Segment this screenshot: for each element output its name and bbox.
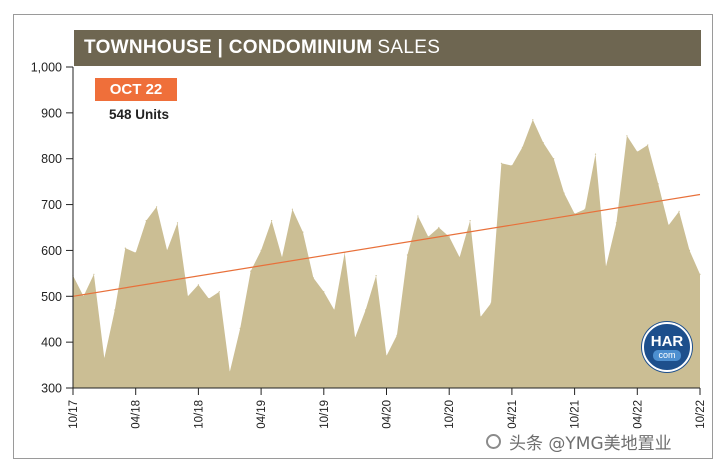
y-tick-label: 500 (41, 290, 62, 304)
y-tick-label: 700 (41, 198, 62, 212)
data-point (574, 213, 576, 215)
data-point (417, 215, 419, 217)
data-point (657, 183, 659, 185)
data-point (427, 236, 429, 238)
data-point (271, 220, 273, 222)
chart-frame (13, 14, 713, 459)
data-point (218, 291, 220, 293)
data-point (176, 222, 179, 224)
data-point (521, 146, 524, 148)
data-point (605, 265, 607, 268)
data-point (668, 224, 670, 226)
data-point (291, 208, 293, 210)
chart-title: TOWNHOUSE | CONDOMINIUM SALES (74, 30, 701, 66)
data-point (678, 210, 680, 212)
data-point (124, 247, 126, 249)
data-point (699, 273, 701, 275)
data-point (197, 284, 199, 286)
x-tick-label: 10/22 (695, 400, 707, 429)
chart-title-bold: TOWNHOUSE | CONDOMINIUM (84, 37, 373, 58)
data-point (480, 316, 482, 318)
data-point (187, 295, 189, 297)
y-tick-label: 800 (41, 152, 62, 166)
sales-area (73, 119, 700, 388)
data-point (166, 249, 168, 251)
data-point (250, 270, 252, 272)
data-point (396, 334, 398, 336)
data-point (469, 220, 471, 222)
watermark-text: 头条 @YMG美地置业 (509, 434, 672, 454)
har-logo: HAR com (642, 322, 692, 372)
har-logo-com: com (653, 349, 681, 361)
x-tick-label: 04/18 (131, 400, 143, 429)
data-point (281, 256, 283, 258)
data-point (563, 192, 565, 194)
x-tick-label: 04/19 (256, 400, 268, 429)
y-tick-label: 1,000 (31, 61, 62, 75)
data-point (542, 142, 544, 144)
data-point (93, 273, 95, 275)
data-point (239, 327, 241, 329)
data-point (365, 309, 367, 311)
data-point (156, 206, 158, 208)
x-tick-label: 10/19 (319, 400, 331, 429)
data-point (584, 208, 586, 210)
data-point (302, 231, 304, 233)
x-tick-label: 10/17 (68, 400, 80, 429)
data-point (229, 371, 231, 373)
data-point (135, 252, 137, 254)
chart-title-light: SALES (377, 37, 441, 58)
data-point (532, 119, 534, 121)
x-tick-label: 10/21 (570, 400, 582, 429)
data-point (375, 275, 377, 277)
data-point (406, 254, 408, 256)
data-point (511, 165, 513, 167)
data-point (688, 249, 691, 251)
data-point (647, 144, 649, 146)
data-point (636, 151, 638, 153)
data-point (448, 236, 450, 238)
data-point (594, 153, 597, 155)
data-point (459, 256, 461, 258)
data-point (615, 222, 618, 224)
data-point (208, 298, 210, 300)
data-point (312, 277, 314, 279)
watermark: 头条 @YMG美地置业 (486, 429, 672, 454)
legend-badge: OCT 22 (95, 78, 177, 101)
trend-line (72, 193, 701, 297)
y-tick-label: 300 (41, 382, 62, 396)
data-point (333, 309, 335, 311)
data-point (626, 135, 628, 137)
data-point (260, 249, 262, 251)
y-tick-label: 400 (41, 336, 62, 350)
x-tick-label: 10/18 (193, 400, 205, 429)
x-tick-label: 04/20 (382, 400, 394, 429)
x-tick-label: 04/22 (632, 400, 644, 429)
data-point (323, 291, 325, 293)
data-point (145, 220, 147, 222)
x-tick-label: 10/20 (444, 400, 456, 429)
data-point (103, 357, 105, 359)
data-point (354, 337, 356, 339)
x-tick-label: 04/21 (507, 400, 519, 429)
watermark-icon (486, 434, 501, 449)
data-point (82, 295, 85, 297)
data-point (490, 302, 492, 304)
data-point (385, 355, 388, 357)
legend-units: 548 Units (109, 107, 170, 122)
data-point (553, 158, 555, 160)
data-point (438, 226, 440, 229)
data-point (500, 162, 502, 164)
har-logo-text: HAR (650, 332, 684, 350)
data-point (114, 309, 116, 311)
y-tick-label: 900 (41, 106, 62, 120)
y-tick-label: 600 (41, 244, 62, 258)
